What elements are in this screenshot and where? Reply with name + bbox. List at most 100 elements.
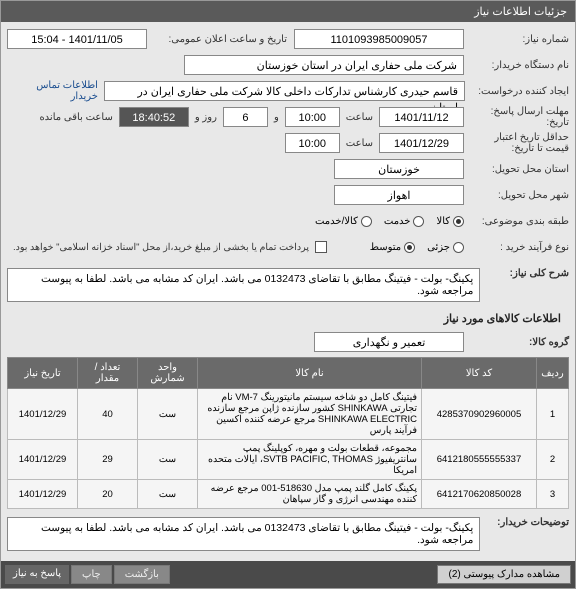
- validity-date: 1401/12/29: [379, 133, 464, 153]
- cell-code: 6412170620850028: [422, 480, 537, 509]
- cell-ridif: 2: [537, 440, 569, 480]
- cell-unit: ست: [138, 440, 198, 480]
- row-group: گروه کالا: تعمیر و نگهداری: [7, 331, 569, 353]
- buyer-notes-label: توضیحات خریدار:: [480, 517, 569, 528]
- partial-pay-text: پرداخت تمام یا بخشی از مبلغ خرید،از محل …: [7, 242, 315, 253]
- cell-qty: 29: [78, 440, 138, 480]
- partial-pay-checkbox[interactable]: [315, 241, 327, 253]
- items-section-title: اطلاعات کالاهای مورد نیاز: [7, 306, 569, 331]
- row-validity: حداقل تاریخ اعتبار قیمت تا تاریخ: 1401/1…: [7, 132, 569, 154]
- purchase-radio-group: جزئی متوسط: [370, 242, 464, 253]
- cell-date: 1401/12/29: [8, 480, 78, 509]
- details-panel: جزئیات اطلاعات نیاز شماره نیاز: 11010939…: [0, 0, 576, 589]
- row-buyer: نام دستگاه خریدار: شرکت ملی حفاری ایران …: [7, 54, 569, 76]
- radio-kk-label: کالا/خدمت: [315, 216, 358, 227]
- cell-code: 4285370902960005: [422, 389, 537, 440]
- col-qty: تعداد / مقدار: [78, 358, 138, 389]
- city-label: شهر محل تحویل:: [464, 190, 569, 201]
- subject-radio-group: کالا خدمت کالا/خدمت: [315, 216, 464, 227]
- radio-dot-icon: [413, 216, 424, 227]
- group-field: تعمیر و نگهداری: [314, 332, 464, 352]
- buyer-notes-box: پکینگ- بولت - فیتینگ مطابق با تقاضای 013…: [7, 517, 480, 551]
- radio-dot-icon: [361, 216, 372, 227]
- days-field: 6: [223, 107, 268, 127]
- saat-2: ساعت: [340, 138, 379, 149]
- col-code: کد کالا: [422, 358, 537, 389]
- radio-khedmat[interactable]: خدمت: [384, 216, 425, 227]
- summary-box: پکینگ- بولت - فیتینگ مطابق با تقاضای 013…: [7, 268, 480, 302]
- table-row: 36412170620850028پکینگ کامل گلند پمپ مدل…: [8, 480, 569, 509]
- requester-label: ایجاد کننده درخواست:: [465, 86, 569, 97]
- cell-unit: ست: [138, 389, 198, 440]
- summary-label: شرح کلی نیاز:: [480, 268, 569, 279]
- city-field: اهواز: [334, 185, 464, 205]
- radio-jozi[interactable]: جزئی: [427, 242, 464, 253]
- radio-dot-icon: [453, 216, 464, 227]
- cell-date: 1401/12/29: [8, 440, 78, 480]
- cell-date: 1401/12/29: [8, 389, 78, 440]
- col-name: نام کالا: [198, 358, 422, 389]
- row-subject-class: طبقه بندی موضوعی: کالا خدمت کالا/خدمت: [7, 210, 569, 232]
- form-area: شماره نیاز: 1101093985009057 تاریخ و ساع…: [1, 22, 575, 561]
- group-label: گروه کالا:: [464, 337, 569, 348]
- radio-dot-icon: [404, 242, 415, 253]
- table-header-row: ردیف کد کالا نام کالا واحد شمارش تعداد /…: [8, 358, 569, 389]
- subject-class-label: طبقه بندی موضوعی:: [464, 216, 569, 227]
- cell-unit: ست: [138, 480, 198, 509]
- cell-name: پکینگ کامل گلند پمپ مدل 518630-001 مرجع …: [198, 480, 422, 509]
- row-province: استان محل تحویل: خوزستان: [7, 158, 569, 180]
- announce-field: 1401/11/05 - 15:04: [7, 29, 147, 49]
- deadline-label: مهلت ارسال پاسخ: تاریخ:: [464, 106, 569, 128]
- radio-jozi-label: جزئی: [427, 242, 450, 253]
- table-row: 14285370902960005فیتینگ کامل دو شاخه سیس…: [8, 389, 569, 440]
- deadline-date: 1401/11/12: [379, 107, 464, 127]
- items-table: ردیف کد کالا نام کالا واحد شمارش تعداد /…: [7, 357, 569, 509]
- row-deadline: مهلت ارسال پاسخ: تاریخ: 1401/11/12 ساعت …: [7, 106, 569, 128]
- radio-motavaset[interactable]: متوسط: [370, 242, 415, 253]
- validity-time: 10:00: [285, 133, 340, 153]
- cell-qty: 40: [78, 389, 138, 440]
- cell-qty: 20: [78, 480, 138, 509]
- row-city: شهر محل تحویل: اهواز: [7, 184, 569, 206]
- radio-kala-khedmat[interactable]: کالا/خدمت: [315, 216, 372, 227]
- respond-button[interactable]: پاسخ به نیاز: [5, 565, 69, 584]
- cell-ridif: 1: [537, 389, 569, 440]
- col-unit: واحد شمارش: [138, 358, 198, 389]
- req-no-field: 1101093985009057: [294, 29, 464, 49]
- contact-link[interactable]: اطلاعات تماس خریدار: [7, 80, 104, 102]
- attachments-button[interactable]: مشاهده مدارک پیوستی (2): [437, 565, 571, 584]
- province-label: استان محل تحویل:: [464, 164, 569, 175]
- cell-name: فیتینگ کامل دو شاخه سیستم مانیتورینگ VM-…: [198, 389, 422, 440]
- row-summary: شرح کلی نیاز: پکینگ- بولت - فیتینگ مطابق…: [7, 268, 569, 302]
- cell-name: مجموعه، قطعات بولت و مهره، کوپلینگ پمپ س…: [198, 440, 422, 480]
- radio-motavaset-label: متوسط: [370, 242, 401, 253]
- row-purchase-type: نوع فرآیند خرید : جزئی متوسط پرداخت تمام…: [7, 236, 569, 258]
- back-button[interactable]: بازگشت: [114, 565, 170, 584]
- va-label: و: [268, 112, 285, 123]
- table-row: 26412180555555337مجموعه، قطعات بولت و مه…: [8, 440, 569, 480]
- col-date: تاریخ نیاز: [8, 358, 78, 389]
- deadline-time: 10:00: [285, 107, 340, 127]
- row-req-no: شماره نیاز: 1101093985009057 تاریخ و ساع…: [7, 28, 569, 50]
- remaining-time: 18:40:52: [119, 107, 189, 127]
- purchase-type-label: نوع فرآیند خرید :: [464, 242, 569, 253]
- rooz-label: روز و: [189, 112, 223, 123]
- radio-khedmat-label: خدمت: [384, 216, 411, 227]
- radio-kala[interactable]: کالا: [436, 216, 464, 227]
- buyer-label: نام دستگاه خریدار:: [464, 60, 569, 71]
- footer-bar: مشاهده مدارک پیوستی (2) بازگشت چاپ پاسخ …: [1, 561, 575, 588]
- buyer-field: شرکت ملی حفاری ایران در استان خوزستان: [184, 55, 464, 75]
- row-buyer-notes: توضیحات خریدار: پکینگ- بولت - فیتینگ مطا…: [7, 517, 569, 551]
- validity-label: حداقل تاریخ اعتبار قیمت تا تاریخ:: [464, 132, 569, 154]
- radio-dot-icon: [453, 242, 464, 253]
- print-button[interactable]: چاپ: [71, 565, 112, 584]
- saat-1: ساعت: [340, 112, 379, 123]
- row-requester: ایجاد کننده درخواست: قاسم حیدری کارشناس …: [7, 80, 569, 102]
- cell-code: 6412180555555337: [422, 440, 537, 480]
- remaining-label: ساعت باقی مانده: [33, 112, 118, 123]
- panel-title: جزئیات اطلاعات نیاز: [1, 1, 575, 22]
- announce-label: تاریخ و ساعت اعلان عمومی:: [147, 34, 287, 45]
- requester-field: قاسم حیدری کارشناس تدارکات داخلی کالا شر…: [104, 81, 465, 101]
- req-no-label: شماره نیاز:: [464, 34, 569, 45]
- province-field: خوزستان: [334, 159, 464, 179]
